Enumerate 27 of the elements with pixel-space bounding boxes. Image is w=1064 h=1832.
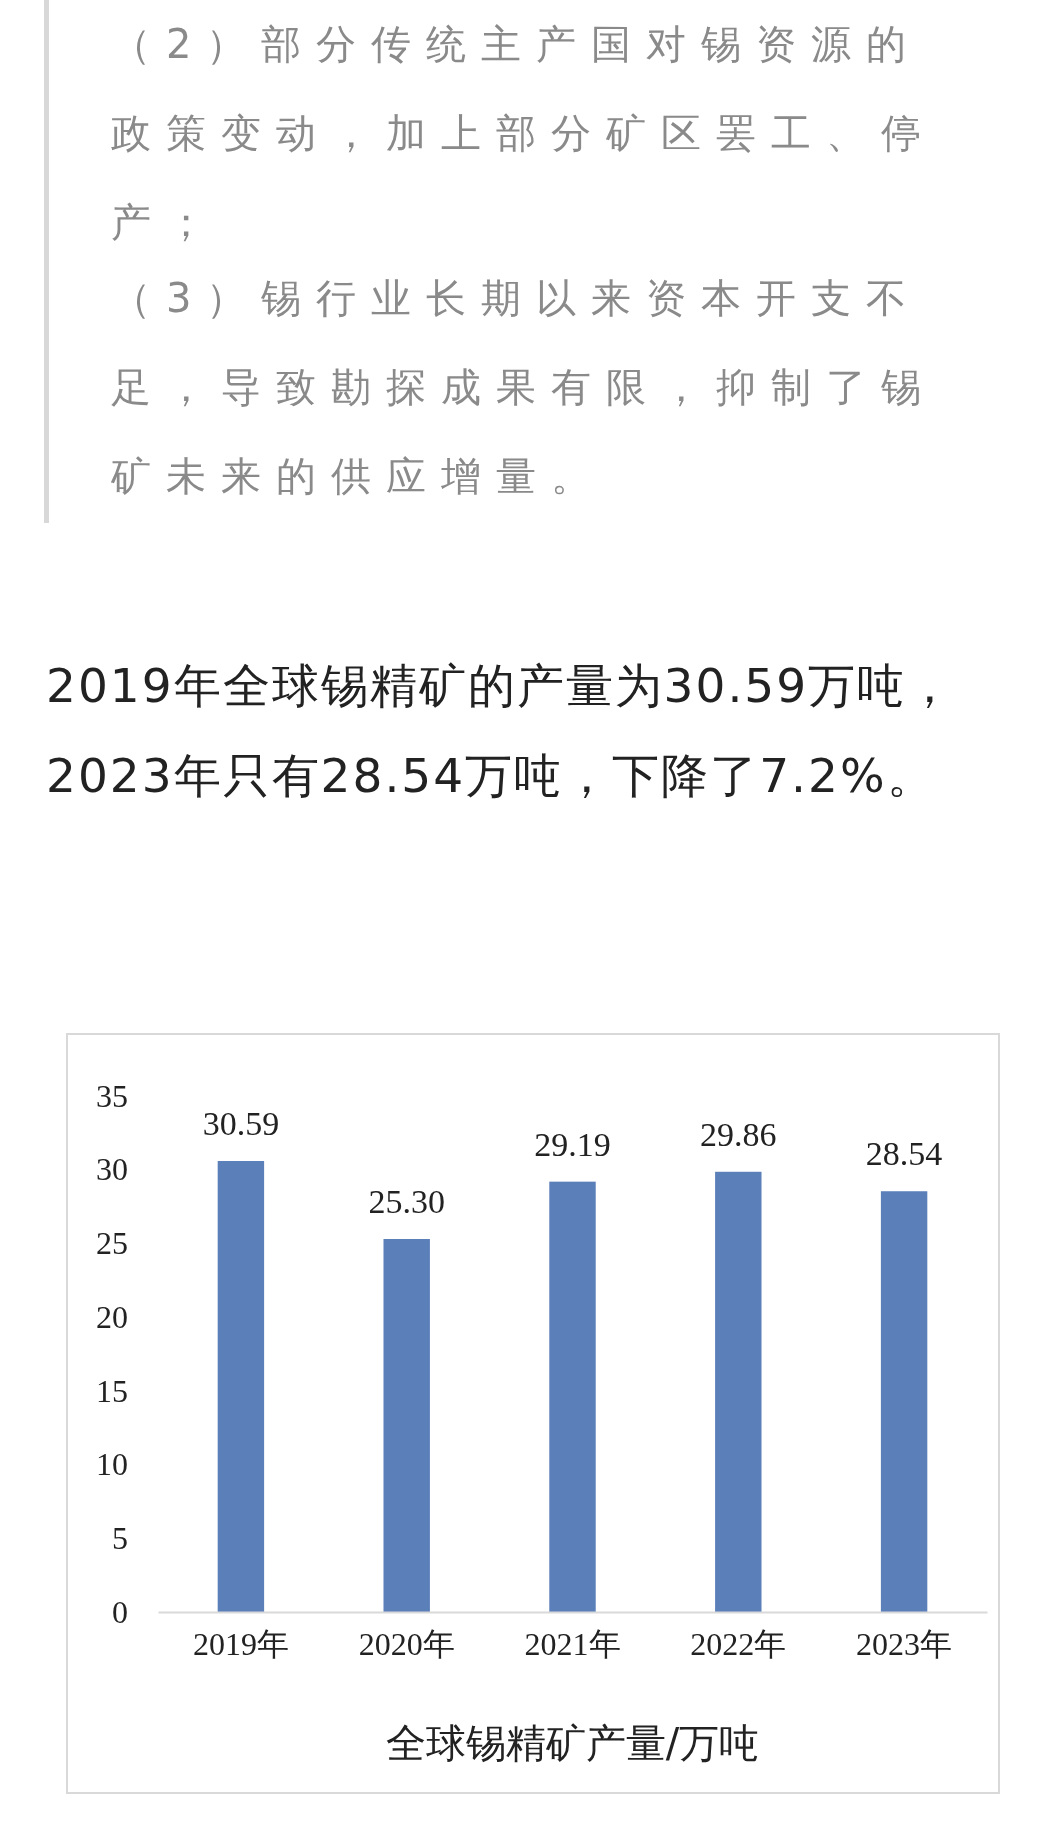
x-tick-label: 2023年 xyxy=(856,1625,953,1662)
y-tick-label: 30 xyxy=(96,1151,128,1188)
x-axis-title: 全球锡精矿产量/万吨 xyxy=(385,1720,760,1766)
x-tick-label: 2022年 xyxy=(690,1625,787,1662)
y-tick-label: 0 xyxy=(112,1593,128,1630)
data-label: 25.30 xyxy=(368,1183,445,1221)
bar xyxy=(383,1239,430,1612)
y-tick-label: 20 xyxy=(96,1298,128,1335)
data-label: 28.54 xyxy=(865,1135,943,1173)
y-tick-label: 15 xyxy=(96,1372,128,1409)
y-tick-label: 25 xyxy=(96,1225,128,1262)
text: 2019年全球锡精矿的产量为30.59万吨，2023年只有28.54万吨，下降了7.2%。 xyxy=(46,657,957,805)
x-tick-label: 2019年 xyxy=(192,1625,289,1662)
data-label: 29.19 xyxy=(534,1125,611,1163)
text: （3）锡行业长期以来资本开支不足，导致勘探成果有限，抑制了锡矿未来的供应增量。 xyxy=(111,274,937,501)
bar xyxy=(880,1191,928,1612)
x-tick-label: 2020年 xyxy=(358,1625,455,1662)
bar xyxy=(715,1171,762,1612)
y-tick-label: 5 xyxy=(112,1520,128,1557)
x-tick-label: 2021年 xyxy=(524,1625,621,1662)
text: （2）部分传统主产国对锡资源的政策变动，加上部分矿区罢工、停产； xyxy=(111,20,937,247)
bar xyxy=(217,1161,265,1612)
y-tick-label: 10 xyxy=(96,1446,128,1483)
data-label: 30.59 xyxy=(202,1105,280,1143)
y-tick-label: 35 xyxy=(96,1077,128,1114)
data-label: 29.86 xyxy=(700,1115,777,1153)
bar xyxy=(549,1181,596,1612)
